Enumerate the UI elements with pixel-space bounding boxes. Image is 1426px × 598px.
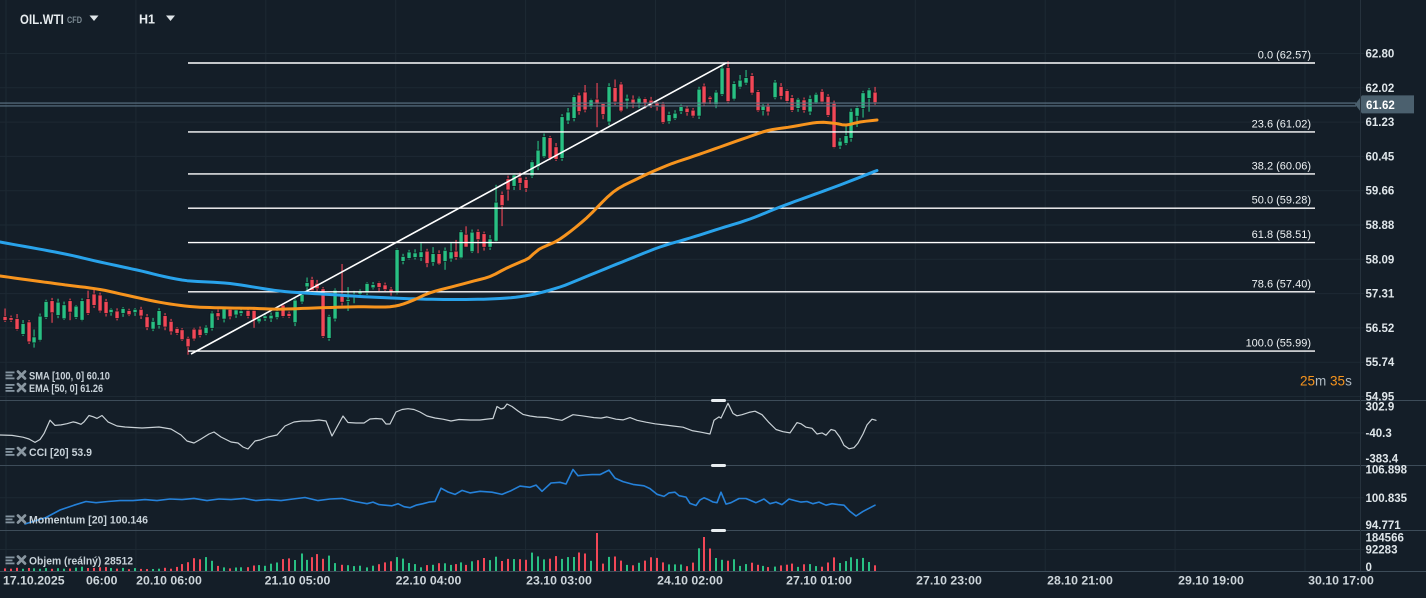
svg-text:-40.3: -40.3 — [1366, 428, 1392, 440]
svg-text:30.10 17:00: 30.10 17:00 — [1308, 574, 1374, 588]
svg-text:94.771: 94.771 — [1366, 520, 1402, 532]
svg-text:60.45: 60.45 — [1366, 151, 1395, 163]
svg-text:25m 35s: 25m 35s — [1300, 374, 1352, 389]
svg-text:29.10 19:00: 29.10 19:00 — [1178, 574, 1244, 588]
svg-text:100.0 (55.99): 100.0 (55.99) — [1246, 338, 1311, 350]
svg-text:17.10.2025: 17.10.2025 — [3, 574, 65, 588]
svg-text:106.898: 106.898 — [1366, 464, 1408, 476]
svg-text:61.62: 61.62 — [1366, 100, 1395, 112]
svg-text:92283: 92283 — [1366, 545, 1398, 557]
svg-text:58.09: 58.09 — [1366, 254, 1395, 266]
svg-text:100.835: 100.835 — [1366, 493, 1408, 505]
svg-text:58.88: 58.88 — [1366, 220, 1395, 232]
svg-text:50.0 (59.28): 50.0 (59.28) — [1252, 195, 1311, 207]
svg-text:EMA [50, 0] 61.26: EMA [50, 0] 61.26 — [29, 383, 103, 395]
svg-text:27.10 23:00: 27.10 23:00 — [916, 574, 982, 588]
svg-text:28.10 21:00: 28.10 21:00 — [1047, 574, 1113, 588]
svg-text:54.95: 54.95 — [1366, 392, 1395, 404]
svg-text:OIL.WTI: OIL.WTI — [20, 11, 64, 27]
svg-text:20.10 06:00: 20.10 06:00 — [136, 574, 202, 588]
svg-text:SMA [100, 0] 60.10: SMA [100, 0] 60.10 — [29, 371, 110, 383]
svg-text:57.31: 57.31 — [1366, 289, 1395, 301]
svg-text:38.2 (60.06): 38.2 (60.06) — [1252, 160, 1311, 172]
svg-text:-383.4: -383.4 — [1366, 453, 1399, 465]
svg-text:23.10 03:00: 23.10 03:00 — [526, 574, 592, 588]
svg-text:0.0 (62.57): 0.0 (62.57) — [1258, 50, 1311, 62]
svg-text:184566: 184566 — [1366, 533, 1404, 545]
svg-text:24.10 02:00: 24.10 02:00 — [657, 574, 723, 588]
svg-text:06:00: 06:00 — [86, 574, 118, 588]
svg-text:21.10 05:00: 21.10 05:00 — [265, 574, 331, 588]
svg-text:27.10 01:00: 27.10 01:00 — [786, 574, 852, 588]
svg-text:23.6 (61.02): 23.6 (61.02) — [1252, 118, 1311, 130]
svg-text:78.6 (57.40): 78.6 (57.40) — [1252, 278, 1311, 290]
svg-text:0: 0 — [1366, 562, 1372, 574]
svg-text:302.9: 302.9 — [1366, 402, 1395, 414]
svg-text:22.10 04:00: 22.10 04:00 — [396, 574, 462, 588]
svg-text:62.80: 62.80 — [1366, 49, 1395, 61]
svg-text:H1: H1 — [139, 13, 155, 27]
svg-text:Momentum [20] 100.146: Momentum [20] 100.146 — [29, 515, 148, 527]
svg-text:CFD: CFD — [67, 15, 82, 25]
svg-text:61.23: 61.23 — [1366, 117, 1395, 129]
svg-text:56.52: 56.52 — [1366, 323, 1395, 335]
svg-text:61.8 (58.51): 61.8 (58.51) — [1252, 229, 1311, 241]
svg-text:59.66: 59.66 — [1366, 186, 1395, 198]
svg-text:Objem (reálný) 28512: Objem (reálný) 28512 — [29, 556, 133, 568]
svg-text:62.02: 62.02 — [1366, 83, 1395, 95]
svg-text:CCI [20] 53.9: CCI [20] 53.9 — [29, 447, 92, 459]
svg-text:55.74: 55.74 — [1366, 357, 1395, 369]
